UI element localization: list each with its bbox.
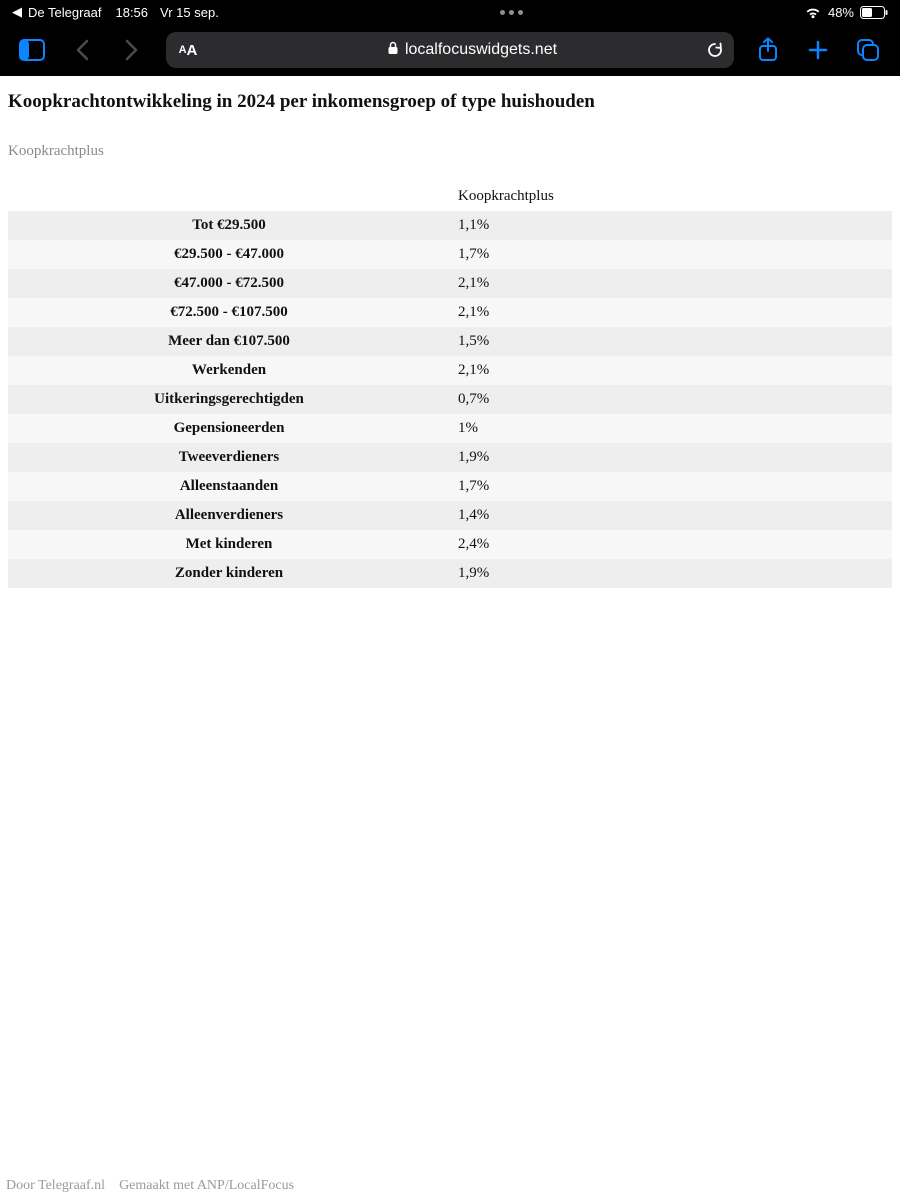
battery-icon — [860, 6, 888, 19]
table-row-label: Werkenden — [8, 356, 450, 385]
back-to-app-chevron-icon: ◀ — [12, 4, 22, 20]
refresh-button[interactable] — [706, 41, 724, 59]
lock-icon — [387, 41, 399, 60]
share-button[interactable] — [752, 34, 784, 66]
table-row-value: 1% — [450, 414, 892, 443]
back-to-app-label: De Telegraaf — [28, 5, 101, 20]
table-row-value: 2,4% — [450, 530, 892, 559]
text-size-large-a: A — [187, 42, 198, 59]
table-row-label: Meer dan €107.500 — [8, 327, 450, 356]
page-footer: Door Telegraaf.nl Gemaakt met ANP/LocalF… — [0, 1178, 900, 1194]
table-row: Zonder kinderen1,9% — [8, 559, 892, 588]
footer-credit: Gemaakt met ANP/LocalFocus — [119, 1178, 294, 1194]
new-tab-button[interactable] — [802, 34, 834, 66]
table-row-label: Zonder kinderen — [8, 559, 450, 588]
table-row-label: €72.500 - €107.500 — [8, 298, 450, 327]
tabs-button[interactable] — [852, 34, 884, 66]
address-bar-container: AA localfocuswidgets.net — [166, 32, 734, 68]
page-subtitle: Koopkrachtplus — [8, 143, 892, 160]
status-date: Vr 15 sep. — [160, 5, 219, 20]
table-row-value: 1,7% — [450, 240, 892, 269]
table-row-label: €47.000 - €72.500 — [8, 269, 450, 298]
table-row: €72.500 - €107.5002,1% — [8, 298, 892, 327]
status-center-dots[interactable] — [219, 10, 804, 15]
safari-toolbar: AA localfocuswidgets.net — [0, 24, 900, 76]
wifi-icon — [804, 6, 822, 19]
table-row: €29.500 - €47.0001,7% — [8, 240, 892, 269]
text-size-small-a: A — [179, 44, 187, 56]
address-bar-host: localfocuswidgets.net — [405, 41, 557, 59]
multitask-dot-icon — [509, 10, 514, 15]
table-header-blank — [8, 182, 450, 211]
table-header-row: Koopkrachtplus — [8, 182, 892, 211]
status-time: 18:56 — [115, 5, 148, 20]
table-row-label: €29.500 - €47.000 — [8, 240, 450, 269]
address-bar[interactable]: localfocuswidgets.net — [210, 32, 734, 68]
table-row-label: Met kinderen — [8, 530, 450, 559]
table-row-label: Uitkeringsgerechtigden — [8, 385, 450, 414]
table-row: Gepensioneerden1% — [8, 414, 892, 443]
table-row-value: 1,5% — [450, 327, 892, 356]
battery-percentage: 48% — [828, 5, 854, 20]
table-row-label: Tweeverdieners — [8, 443, 450, 472]
table-row: Alleenverdieners1,4% — [8, 501, 892, 530]
table-row: Tweeverdieners1,9% — [8, 443, 892, 472]
table-row-value: 0,7% — [450, 385, 892, 414]
koopkracht-table: Koopkrachtplus Tot €29.5001,1%€29.500 - … — [8, 182, 892, 588]
table-row-value: 1,9% — [450, 559, 892, 588]
table-row-label: Alleenverdieners — [8, 501, 450, 530]
table-row-value: 2,1% — [450, 269, 892, 298]
table-row: Met kinderen2,4% — [8, 530, 892, 559]
table-row-value: 2,1% — [450, 356, 892, 385]
table-row-value: 1,4% — [450, 501, 892, 530]
page-content: Koopkrachtontwikkeling in 2024 per inkom… — [0, 76, 900, 1200]
table-header-value: Koopkrachtplus — [450, 182, 892, 211]
sidebar-button[interactable] — [16, 34, 48, 66]
nav-back-button[interactable] — [66, 34, 98, 66]
table-row: €47.000 - €72.5002,1% — [8, 269, 892, 298]
table-row: Alleenstaanden1,7% — [8, 472, 892, 501]
footer-source: Door Telegraaf.nl — [6, 1178, 105, 1194]
multitask-dot-icon — [518, 10, 523, 15]
table-row: Meer dan €107.5001,5% — [8, 327, 892, 356]
ipad-status-bar: ◀ De Telegraaf 18:56 Vr 15 sep. 48% — [0, 0, 900, 24]
status-left[interactable]: ◀ De Telegraaf 18:56 Vr 15 sep. — [12, 4, 219, 20]
page-title: Koopkrachtontwikkeling in 2024 per inkom… — [8, 90, 892, 115]
table-row-value: 1,7% — [450, 472, 892, 501]
table-row-value: 2,1% — [450, 298, 892, 327]
table-row: Uitkeringsgerechtigden0,7% — [8, 385, 892, 414]
table-row-label: Tot €29.500 — [8, 211, 450, 240]
nav-forward-button[interactable] — [116, 34, 148, 66]
table-row-label: Gepensioneerden — [8, 414, 450, 443]
table-row-value: 1,9% — [450, 443, 892, 472]
text-size-button[interactable]: AA — [166, 32, 210, 68]
table-row: Werkenden2,1% — [8, 356, 892, 385]
table-row: Tot €29.5001,1% — [8, 211, 892, 240]
table-row-label: Alleenstaanden — [8, 472, 450, 501]
status-right: 48% — [804, 5, 888, 20]
table-row-value: 1,1% — [450, 211, 892, 240]
multitask-dot-icon — [500, 10, 505, 15]
